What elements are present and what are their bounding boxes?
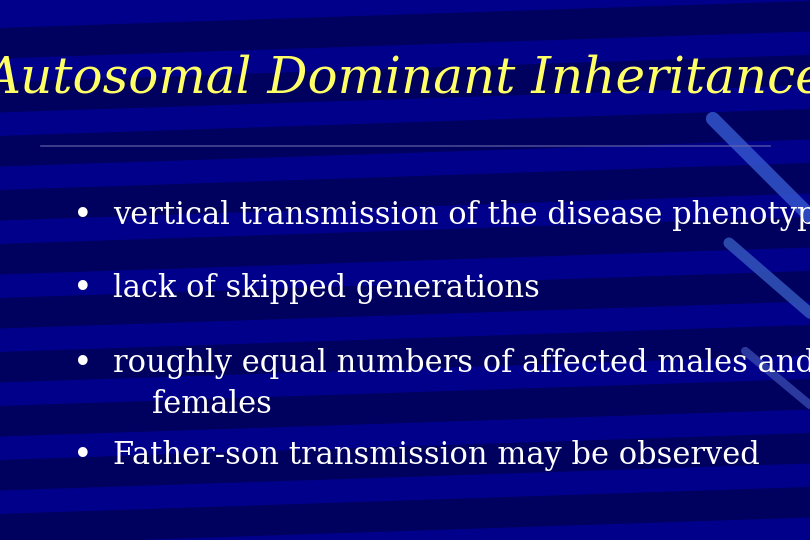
Text: lack of skipped generations: lack of skipped generations xyxy=(113,273,540,303)
Text: •: • xyxy=(73,348,92,380)
Text: vertical transmission of the disease phenotype: vertical transmission of the disease phe… xyxy=(113,200,810,231)
Text: Autosomal Dominant Inheritance: Autosomal Dominant Inheritance xyxy=(0,54,810,104)
Text: •: • xyxy=(73,200,92,232)
Text: Father-son transmission may be observed: Father-son transmission may be observed xyxy=(113,440,760,471)
Text: •: • xyxy=(73,273,92,305)
Text: roughly equal numbers of affected males and
    females: roughly equal numbers of affected males … xyxy=(113,348,810,420)
Text: •: • xyxy=(73,440,92,472)
